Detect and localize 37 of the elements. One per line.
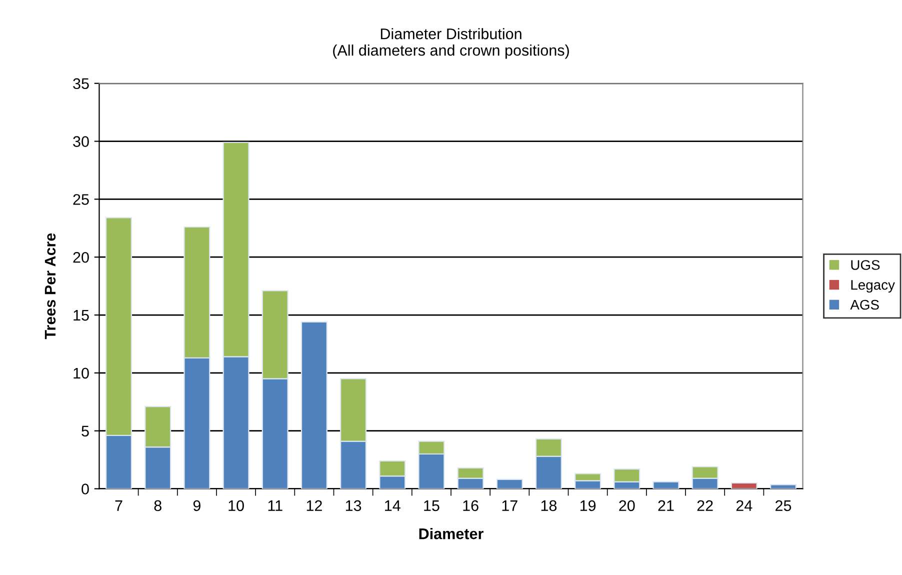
x-tick-label: 13: [346, 500, 362, 512]
chart-title: Diameter Distribution (All diameters and crown positions): [333, 28, 569, 59]
y-tick-label: 0: [82, 484, 89, 494]
x-tick-label: 15: [424, 500, 440, 512]
bar: [300, 321, 328, 489]
x-tick-label: 10: [228, 500, 244, 512]
x-tick-label: 11: [268, 500, 282, 511]
x-tick-label: 22: [697, 500, 713, 511]
y-tick-label: 35: [73, 78, 89, 90]
x-tick-label: 9: [193, 500, 200, 512]
legend-label: AGS: [850, 300, 879, 310]
x-tick-label: 16: [463, 500, 478, 512]
x-tick-label: 21: [658, 500, 674, 511]
x-tick-label: 24: [736, 500, 752, 511]
x-tick-label: 19: [580, 500, 596, 512]
x-tick-label: 25: [776, 500, 792, 512]
x-tick-label: 17: [502, 500, 518, 511]
x-tick-label: 18: [541, 500, 557, 512]
bar: [730, 482, 758, 489]
y-tick-label: 5: [82, 426, 89, 437]
bar: [770, 484, 796, 489]
x-axis-title: Diameter: [419, 528, 484, 540]
y-axis-title: Trees Per Acre: [44, 233, 56, 340]
y-tick-label: 10: [74, 368, 89, 379]
y-tick-label: 25: [73, 194, 89, 205]
x-tick-label: 8: [154, 500, 162, 512]
x-tick-label: 12: [306, 500, 322, 511]
y-tick-label: 20: [73, 252, 89, 263]
x-tick-label: 14: [385, 500, 400, 511]
legend-label: Legacy: [851, 280, 895, 293]
x-tick-label: 20: [619, 500, 635, 512]
y-tick-label: 15: [74, 310, 89, 321]
x-tick-label: 7: [115, 500, 122, 511]
legend-label: UGS: [851, 260, 880, 270]
y-tick-label: 30: [73, 136, 89, 147]
bar: [496, 478, 523, 489]
bar: [652, 481, 680, 489]
